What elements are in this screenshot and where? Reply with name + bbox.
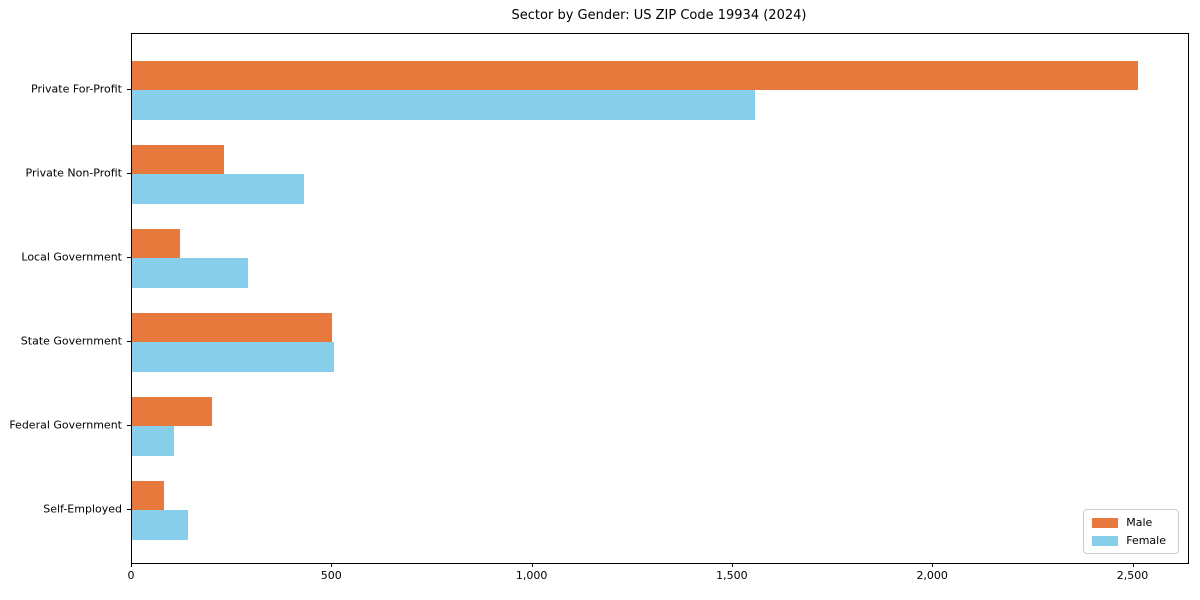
legend-label-female: Female	[1126, 534, 1166, 547]
legend-swatch-male-icon	[1092, 517, 1119, 528]
bar-female-private-for-profit	[132, 90, 755, 120]
y-axis-label-local-government: Local Government	[21, 250, 122, 264]
bar-male-self-employed	[132, 480, 164, 510]
y-axis-tick-state-government	[127, 341, 131, 342]
y-axis-tick-federal-government	[127, 425, 131, 426]
y-axis-label-state-government: State Government	[20, 334, 122, 348]
x-axis-label-1500: 1,500	[716, 569, 748, 582]
x-axis-label-2000: 2,000	[916, 569, 948, 582]
bar-female-private-non-profit	[132, 174, 305, 204]
legend: Male Female	[1083, 509, 1179, 554]
x-axis-tick-1000	[531, 563, 533, 567]
legend-swatch-female-icon	[1092, 535, 1119, 546]
bar-female-federal-government	[132, 426, 175, 456]
bar-female-self-employed	[132, 510, 189, 540]
bar-male-federal-government	[132, 396, 213, 426]
x-axis-label-500: 500	[320, 569, 342, 582]
y-axis-tick-private-for-profit	[127, 89, 131, 90]
chart-title: Sector by Gender: US ZIP Code 19934 (202…	[511, 8, 807, 23]
plot-area: Male Female	[131, 33, 1189, 564]
bar-female-state-government	[132, 342, 335, 372]
bar-male-private-non-profit	[132, 144, 225, 174]
x-axis-tick-500	[331, 563, 333, 567]
legend-label-male: Male	[1126, 516, 1153, 529]
x-axis-label-0: 0	[127, 569, 135, 582]
y-axis-label-private-non-profit: Private Non-Profit	[25, 166, 122, 180]
x-axis-tick-1500	[731, 563, 733, 567]
x-axis-tick-2500	[1132, 563, 1134, 567]
y-axis-tick-private-non-profit	[127, 173, 131, 174]
x-axis-label-1000: 1,000	[515, 569, 548, 582]
legend-item-female: Female	[1092, 534, 1166, 547]
bar-male-local-government	[132, 228, 181, 258]
y-axis-tick-local-government	[127, 257, 131, 258]
x-axis-tick-2000	[932, 563, 934, 567]
bar-female-local-government	[132, 258, 249, 288]
x-axis-tick-0	[131, 563, 132, 567]
legend-item-male: Male	[1092, 516, 1166, 529]
x-axis-label-2500: 2,500	[1116, 569, 1149, 582]
y-axis-label-private-for-profit: Private For-Profit	[31, 82, 122, 96]
bar-male-private-for-profit	[132, 60, 1138, 90]
y-axis-tick-self-employed	[127, 509, 131, 510]
y-axis-label-self-employed: Self-Employed	[43, 502, 122, 516]
bar-male-state-government	[132, 312, 333, 342]
y-axis-label-federal-government: Federal Government	[9, 418, 122, 432]
